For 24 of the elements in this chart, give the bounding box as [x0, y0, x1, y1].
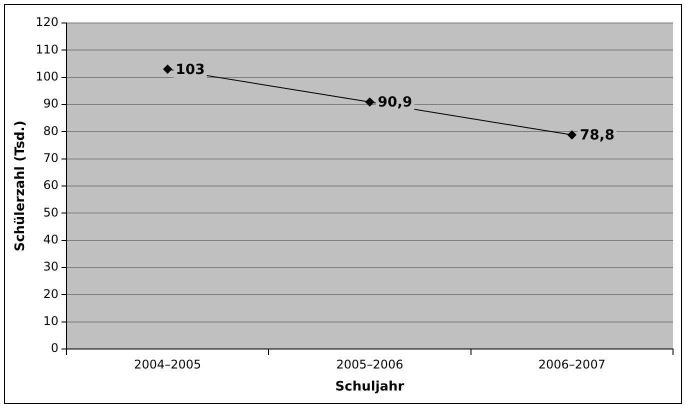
data-label: 78,8 [580, 128, 614, 144]
y-tick-label: 10 [43, 314, 59, 328]
x-tick-label: 2004–2005 [134, 357, 202, 372]
x-tick-label: 2006–2007 [538, 357, 606, 372]
y-tick-label: 110 [36, 42, 59, 56]
data-label: 103 [176, 62, 205, 78]
y-tick-label: 50 [43, 205, 59, 220]
y-tick-label: 20 [43, 286, 59, 301]
y-tick-label: 60 [43, 178, 59, 192]
y-tick-label: 100 [36, 69, 59, 84]
point [567, 130, 576, 140]
y-tick-label: 120 [36, 15, 59, 30]
point [163, 64, 172, 74]
y-tick-label: 30 [43, 260, 59, 274]
point [365, 98, 374, 107]
y-axis-title: Schülerzahl (Tsd.) [13, 120, 28, 252]
x-tick-label: 2005–2006 [336, 357, 404, 372]
y-tick-label: 70 [43, 150, 59, 165]
x-axis-title: Schuljahr [335, 380, 405, 395]
y-tick-label: 0 [50, 341, 59, 356]
y-tick-label: 80 [43, 124, 59, 138]
data-label: 90,9 [378, 94, 412, 111]
y-tick-label: 90 [43, 96, 59, 111]
y-tick-label: 40 [43, 232, 59, 246]
